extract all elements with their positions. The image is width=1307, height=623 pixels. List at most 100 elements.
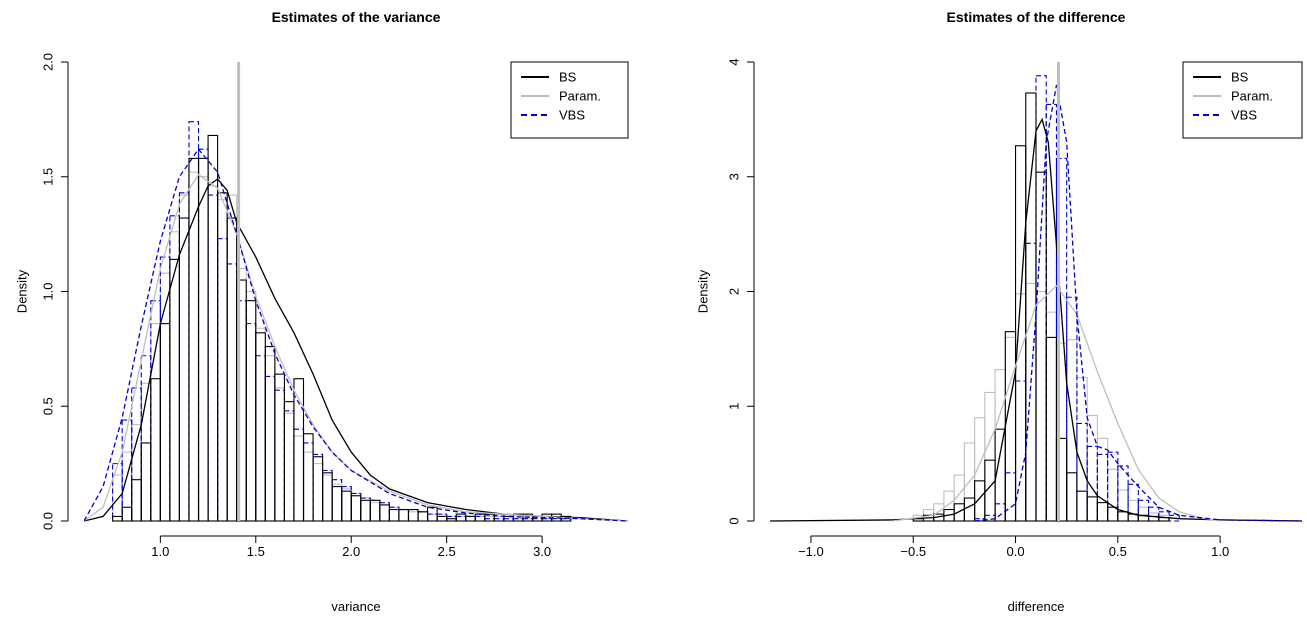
chart-panel-1: Estimates of the variance 0.0 0.5 1.0 1.5 2.0… <box>15 9 629 614</box>
histogram-bar <box>313 464 323 521</box>
histogram-bar <box>370 500 380 521</box>
histogram-bar <box>151 324 161 521</box>
histogram-bar <box>380 505 390 521</box>
x-tick-label: 0.5 <box>1109 544 1127 559</box>
histogram-bar <box>170 232 180 521</box>
histogram-bar <box>1159 512 1169 521</box>
histogram-bar <box>466 516 476 521</box>
histogram-bar <box>332 484 342 521</box>
histogram-bar <box>418 512 428 521</box>
histogram-bar <box>113 464 123 521</box>
histogram-bar <box>1118 512 1128 521</box>
histogram-bar <box>284 413 294 521</box>
histogram-bar <box>304 452 314 521</box>
histogram-bar <box>122 420 132 521</box>
histogram-bar <box>475 514 485 521</box>
density-curve-vbs <box>975 85 1302 521</box>
histogram-bar <box>437 514 447 521</box>
histogram-bar <box>1138 507 1148 521</box>
histogram-bar <box>1077 378 1087 521</box>
histogram-bar <box>934 504 944 521</box>
legend: BS Param. VBS <box>1183 62 1302 138</box>
x-tick-label: 2.5 <box>438 544 456 559</box>
histogram-bar <box>332 487 342 521</box>
histogram-bar <box>246 301 256 521</box>
x-tick-label: 1.5 <box>247 544 265 559</box>
histogram-bar <box>284 402 294 521</box>
y-tick-label: 2 <box>727 288 742 295</box>
histogram-bar <box>1036 172 1046 521</box>
histogram-bar <box>1067 340 1077 521</box>
histogram-bar <box>380 505 390 521</box>
histogram-param <box>913 283 1169 521</box>
legend-label: BS <box>559 70 577 85</box>
histogram-bar <box>313 457 323 521</box>
histogram-bar <box>208 186 218 521</box>
histogram-bar <box>475 516 485 521</box>
histogram-bar <box>218 200 228 521</box>
histogram-bar <box>275 374 285 521</box>
histogram-bar <box>975 418 985 521</box>
legend-label: VBS <box>559 108 585 123</box>
x-tick-label: −0.5 <box>900 544 926 559</box>
histogram-bar <box>1128 500 1138 521</box>
legend-label: Param. <box>1231 89 1273 104</box>
histogram-bar <box>342 491 352 521</box>
histogram-param <box>113 172 571 521</box>
histogram-bar <box>1016 381 1026 521</box>
histogram-bar <box>294 429 304 521</box>
histogram-bar <box>256 333 266 521</box>
histogram-bar <box>408 510 418 521</box>
histogram-bar <box>1108 507 1118 521</box>
y-tick-label: 1 <box>727 403 742 410</box>
histogram-bar <box>1097 438 1107 521</box>
histogram-bar <box>160 324 170 521</box>
histogram-bar <box>1026 93 1036 521</box>
histogram-bar <box>132 480 142 521</box>
histogram-bar <box>284 411 294 521</box>
histogram-bar <box>313 454 323 521</box>
histogram-bar <box>408 510 418 521</box>
histogram-bar <box>304 443 314 521</box>
histogram-bar <box>456 516 466 521</box>
chart-title: Estimates of the difference <box>947 9 1126 25</box>
histogram-bar <box>1046 337 1056 521</box>
histogram-bar <box>418 512 428 521</box>
histogram-bar <box>342 489 352 521</box>
histogram-bar <box>1046 104 1056 521</box>
histogram-bar <box>189 158 199 521</box>
legend-label: Param. <box>559 89 601 104</box>
histogram-bar <box>189 172 199 521</box>
histogram-bar <box>218 239 228 521</box>
chart-panel-2: Estimates of the difference 0 1 2 3 4 Density −… <box>696 9 1303 614</box>
histogram-bar <box>275 388 285 521</box>
histogram-bar <box>265 376 275 521</box>
histogram-bar <box>1005 473 1015 521</box>
histogram-bar <box>170 259 180 521</box>
histogram-bar <box>323 475 333 521</box>
histogram-bar <box>265 356 275 521</box>
x-axis: 1.0 1.5 2.0 2.5 3.0 <box>151 536 551 559</box>
histogram-bar <box>208 135 218 521</box>
x-axis-label: difference <box>1008 599 1065 614</box>
x-tick-label: 2.0 <box>342 544 360 559</box>
histogram-bar <box>985 392 995 521</box>
y-tick-label: 3 <box>727 173 742 180</box>
histogram-bar <box>294 436 304 521</box>
histogram-bar <box>456 516 466 521</box>
y-axis: 0.0 0.5 1.0 1.5 2.0 <box>41 53 69 530</box>
histogram-bar <box>332 480 342 521</box>
legend: BS Param. VBS <box>511 62 628 138</box>
histogram-bar <box>1005 332 1015 521</box>
histogram-bar <box>218 193 228 521</box>
histogram-bar <box>456 514 466 521</box>
density-curve-bs <box>84 179 628 521</box>
histogram-bar <box>141 383 151 521</box>
histogram-bar <box>208 195 218 521</box>
y-tick-label: 1.0 <box>41 282 56 300</box>
histogram-bar <box>389 510 399 521</box>
histogram-bar <box>437 514 447 521</box>
x-axis: −1.0 −0.5 0.0 0.5 1.0 <box>798 536 1229 559</box>
histogram-bar <box>466 516 476 521</box>
